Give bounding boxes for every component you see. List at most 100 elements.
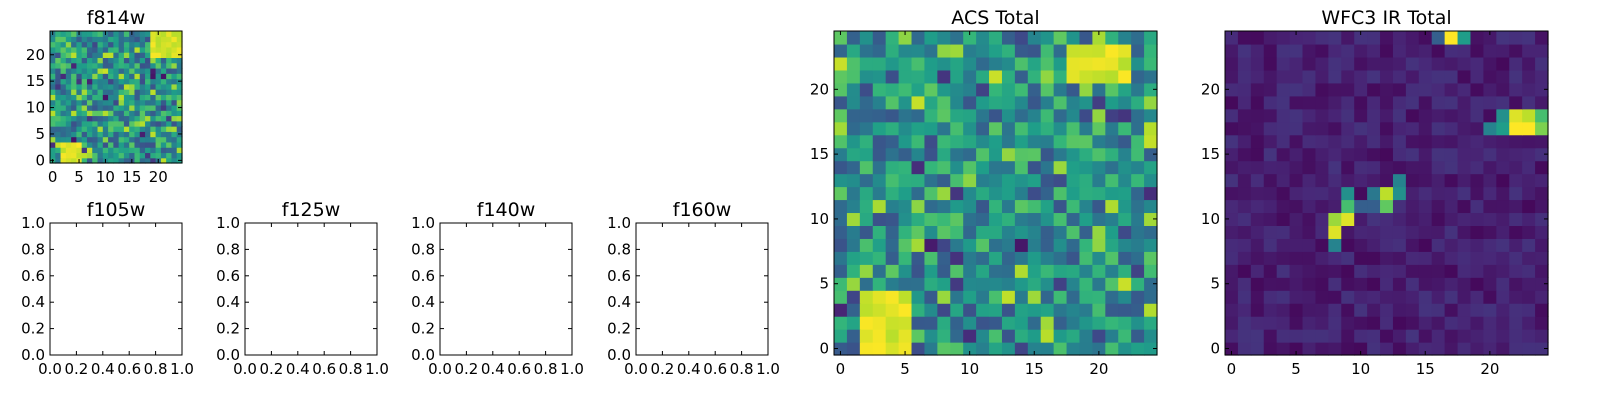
heatmap-cell — [176, 115, 183, 122]
heatmap-cell — [118, 41, 125, 48]
heatmap-cell — [1040, 342, 1055, 356]
heatmap-cell — [1341, 134, 1355, 149]
heatmap-cell — [1276, 303, 1291, 317]
heatmap-cell — [1496, 56, 1510, 71]
heatmap-cell — [1118, 31, 1132, 45]
heatmap-cell — [171, 157, 178, 164]
heatmap-cell — [1405, 329, 1420, 343]
heatmap-cell — [950, 43, 964, 58]
heatmap-cell — [1014, 121, 1029, 136]
heatmap-cell — [1380, 329, 1394, 343]
heatmap-cell — [1328, 251, 1342, 265]
heatmap-cell — [1225, 212, 1239, 226]
heatmap-cell — [898, 329, 913, 343]
heatmap-cell — [139, 136, 146, 143]
heatmap-cell — [924, 212, 938, 226]
heatmap-cell — [1027, 277, 1042, 291]
heatmap-cell — [1040, 108, 1055, 123]
heatmap-cell — [171, 52, 178, 58]
heatmap-cell — [86, 36, 93, 43]
heatmap-cell — [1289, 225, 1304, 239]
heatmap-cell — [1144, 277, 1158, 291]
heatmap-cell — [65, 115, 72, 122]
heatmap-cell — [846, 277, 861, 291]
heatmap-cell — [1237, 225, 1252, 239]
heatmap-cell — [81, 126, 88, 132]
heatmap-cell — [1367, 147, 1381, 162]
heatmap-cell — [1431, 134, 1446, 149]
x-tick-label: 0.6 — [703, 360, 727, 378]
heatmap-cell — [1367, 238, 1381, 252]
heatmap-cell — [1444, 108, 1459, 123]
heatmap-cell — [1457, 43, 1472, 58]
heatmap-cell — [134, 94, 141, 101]
heatmap-cell — [834, 212, 848, 226]
heatmap-cell — [1250, 199, 1265, 214]
heatmap-cell — [123, 152, 130, 159]
heatmap-cell — [129, 57, 136, 64]
heatmap-cell — [911, 186, 926, 201]
heatmap-cell — [1457, 69, 1472, 84]
heatmap-cell — [113, 141, 120, 148]
heatmap-cell — [1131, 82, 1145, 97]
heatmap-cell — [950, 277, 964, 291]
y-tick-label: 20 — [1201, 80, 1220, 98]
heatmap-cell — [134, 89, 141, 95]
heatmap-cell — [129, 141, 136, 148]
heatmap-cell — [1027, 316, 1042, 330]
heatmap-cell — [55, 94, 62, 101]
heatmap-cell — [1418, 303, 1433, 317]
heatmap-cell — [150, 83, 157, 90]
heatmap-cell — [1014, 225, 1029, 239]
heatmap-cell — [134, 141, 141, 148]
heatmap-cell — [1014, 134, 1029, 149]
heatmap-cell — [71, 31, 77, 37]
heatmap-cell — [76, 110, 83, 117]
heatmap-cell — [118, 110, 125, 117]
heatmap-cell — [989, 82, 1003, 97]
heatmap-cell — [911, 147, 926, 162]
x-tick-label: 1.0 — [756, 360, 780, 378]
heatmap-cell — [1118, 199, 1132, 214]
heatmap-cell — [1418, 316, 1433, 330]
heatmap-cell — [950, 31, 964, 45]
heatmap-cell — [1014, 264, 1029, 278]
heatmap-cell — [97, 147, 104, 154]
heatmap-cell — [171, 99, 178, 106]
heatmap-cell — [1367, 43, 1381, 58]
heatmap-cell — [81, 120, 88, 127]
heatmap-cell — [1496, 251, 1510, 265]
heatmap-cell — [123, 31, 130, 37]
heatmap-cell — [872, 160, 887, 175]
heatmap-cell — [1237, 186, 1252, 201]
heatmap-cell — [1105, 277, 1119, 291]
heatmap-cell — [1144, 342, 1158, 356]
heatmap-cell — [1302, 290, 1317, 304]
heatmap-cell — [898, 342, 913, 356]
heatmap-cell — [1470, 342, 1484, 356]
heatmap-cell — [145, 131, 151, 138]
heatmap-cell — [1535, 95, 1549, 110]
heatmap-cell — [1354, 69, 1368, 84]
heatmap-cell — [885, 238, 900, 252]
heatmap-cell — [885, 225, 900, 239]
heatmap-cell — [1405, 95, 1420, 110]
heatmap-cell — [1328, 56, 1342, 71]
heatmap-cell — [108, 41, 114, 48]
heatmap-cell — [1315, 173, 1329, 188]
heatmap-cell — [1289, 147, 1304, 162]
heatmap-cell — [885, 342, 900, 356]
heatmap-cell — [1457, 329, 1472, 343]
heatmap-cell — [97, 78, 104, 85]
heatmap-cell — [872, 134, 887, 149]
heatmap-cell — [911, 173, 926, 188]
heatmap-cell — [171, 152, 178, 159]
heatmap-cell — [1131, 251, 1145, 265]
heatmap-cell — [166, 99, 173, 106]
heatmap-cell — [976, 69, 990, 84]
heatmap-cell — [976, 303, 990, 317]
heatmap-cell — [166, 131, 173, 138]
heatmap-cell — [150, 136, 157, 143]
heatmap-cell — [1105, 329, 1119, 343]
heatmap-cell — [71, 126, 77, 132]
